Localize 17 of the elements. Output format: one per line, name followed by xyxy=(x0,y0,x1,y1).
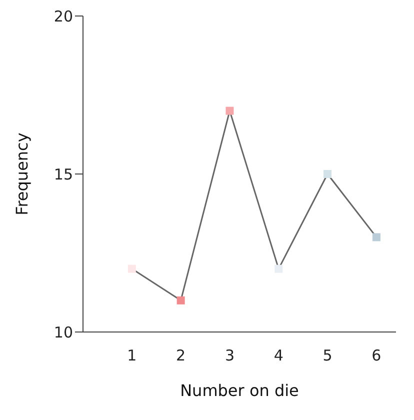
point xyxy=(274,264,283,273)
y-axis-title: Frequency xyxy=(12,132,32,216)
point xyxy=(226,106,234,115)
x-tick-label: 6 xyxy=(372,346,382,365)
point xyxy=(128,264,136,273)
x-tick-label: 1 xyxy=(127,346,137,365)
x-axis-title: Number on die xyxy=(180,381,299,400)
x-tick-label: 5 xyxy=(322,346,332,365)
point xyxy=(324,170,332,178)
y-tick-label: 10 xyxy=(54,323,73,342)
point xyxy=(176,296,185,304)
y-tick-label: 20 xyxy=(54,7,73,26)
y-tick-label: 15 xyxy=(54,165,73,184)
x-tick-label: 3 xyxy=(224,346,234,365)
x-tick-label: 4 xyxy=(274,346,284,365)
point xyxy=(372,233,380,242)
x-tick-label: 2 xyxy=(176,346,186,365)
